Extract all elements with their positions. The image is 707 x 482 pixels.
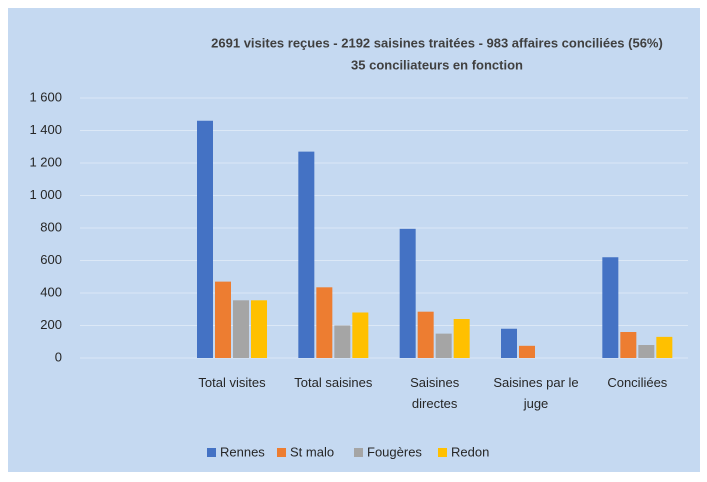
y-tick-label: 1 200 <box>29 154 62 169</box>
legend-label: St malo <box>290 444 334 459</box>
y-tick-label: 1 600 <box>29 89 62 104</box>
legend-swatch <box>207 448 216 457</box>
bar <box>215 281 231 358</box>
bar <box>316 287 333 358</box>
legend-swatch <box>438 448 447 457</box>
y-tick-label: 600 <box>40 252 62 267</box>
bar <box>352 312 369 358</box>
bar <box>298 151 315 358</box>
legend-label: Fougères <box>367 444 422 459</box>
bar <box>233 300 249 358</box>
bar <box>435 333 452 358</box>
chart-background <box>8 8 700 472</box>
bar <box>251 300 267 358</box>
bar <box>334 325 351 358</box>
bar <box>501 328 517 358</box>
bar <box>519 345 535 358</box>
bar <box>453 319 470 358</box>
bar <box>602 257 619 358</box>
bar <box>638 345 655 358</box>
y-tick-label: 200 <box>40 317 62 332</box>
y-tick-label: 800 <box>40 219 62 234</box>
y-tick-label: 400 <box>40 284 62 299</box>
bar <box>620 332 637 358</box>
x-tick-label: Saisines par le juge <box>493 375 578 411</box>
x-tick-label: Saisines directes <box>410 375 460 411</box>
legend-label: Rennes <box>220 444 265 459</box>
subtitle: 2691 visites reçues - 2192 saisines trai… <box>211 35 663 50</box>
bar <box>399 228 416 358</box>
y-tick-label: 1 400 <box>29 122 62 137</box>
bar <box>417 311 434 358</box>
legend-label: Redon <box>451 444 489 459</box>
x-tick-label: Total visites <box>198 375 266 390</box>
x-tick-label: Conciliées <box>607 375 667 390</box>
bar <box>656 336 673 358</box>
y-tick-label: 1 000 <box>29 187 62 202</box>
subtitle: 35 conciliateurs en fonction <box>351 57 523 72</box>
y-tick-label: 0 <box>55 349 62 364</box>
legend-swatch <box>277 448 286 457</box>
bar <box>197 120 213 358</box>
legend-swatch <box>354 448 363 457</box>
x-tick-label: Total saisines <box>294 375 373 390</box>
